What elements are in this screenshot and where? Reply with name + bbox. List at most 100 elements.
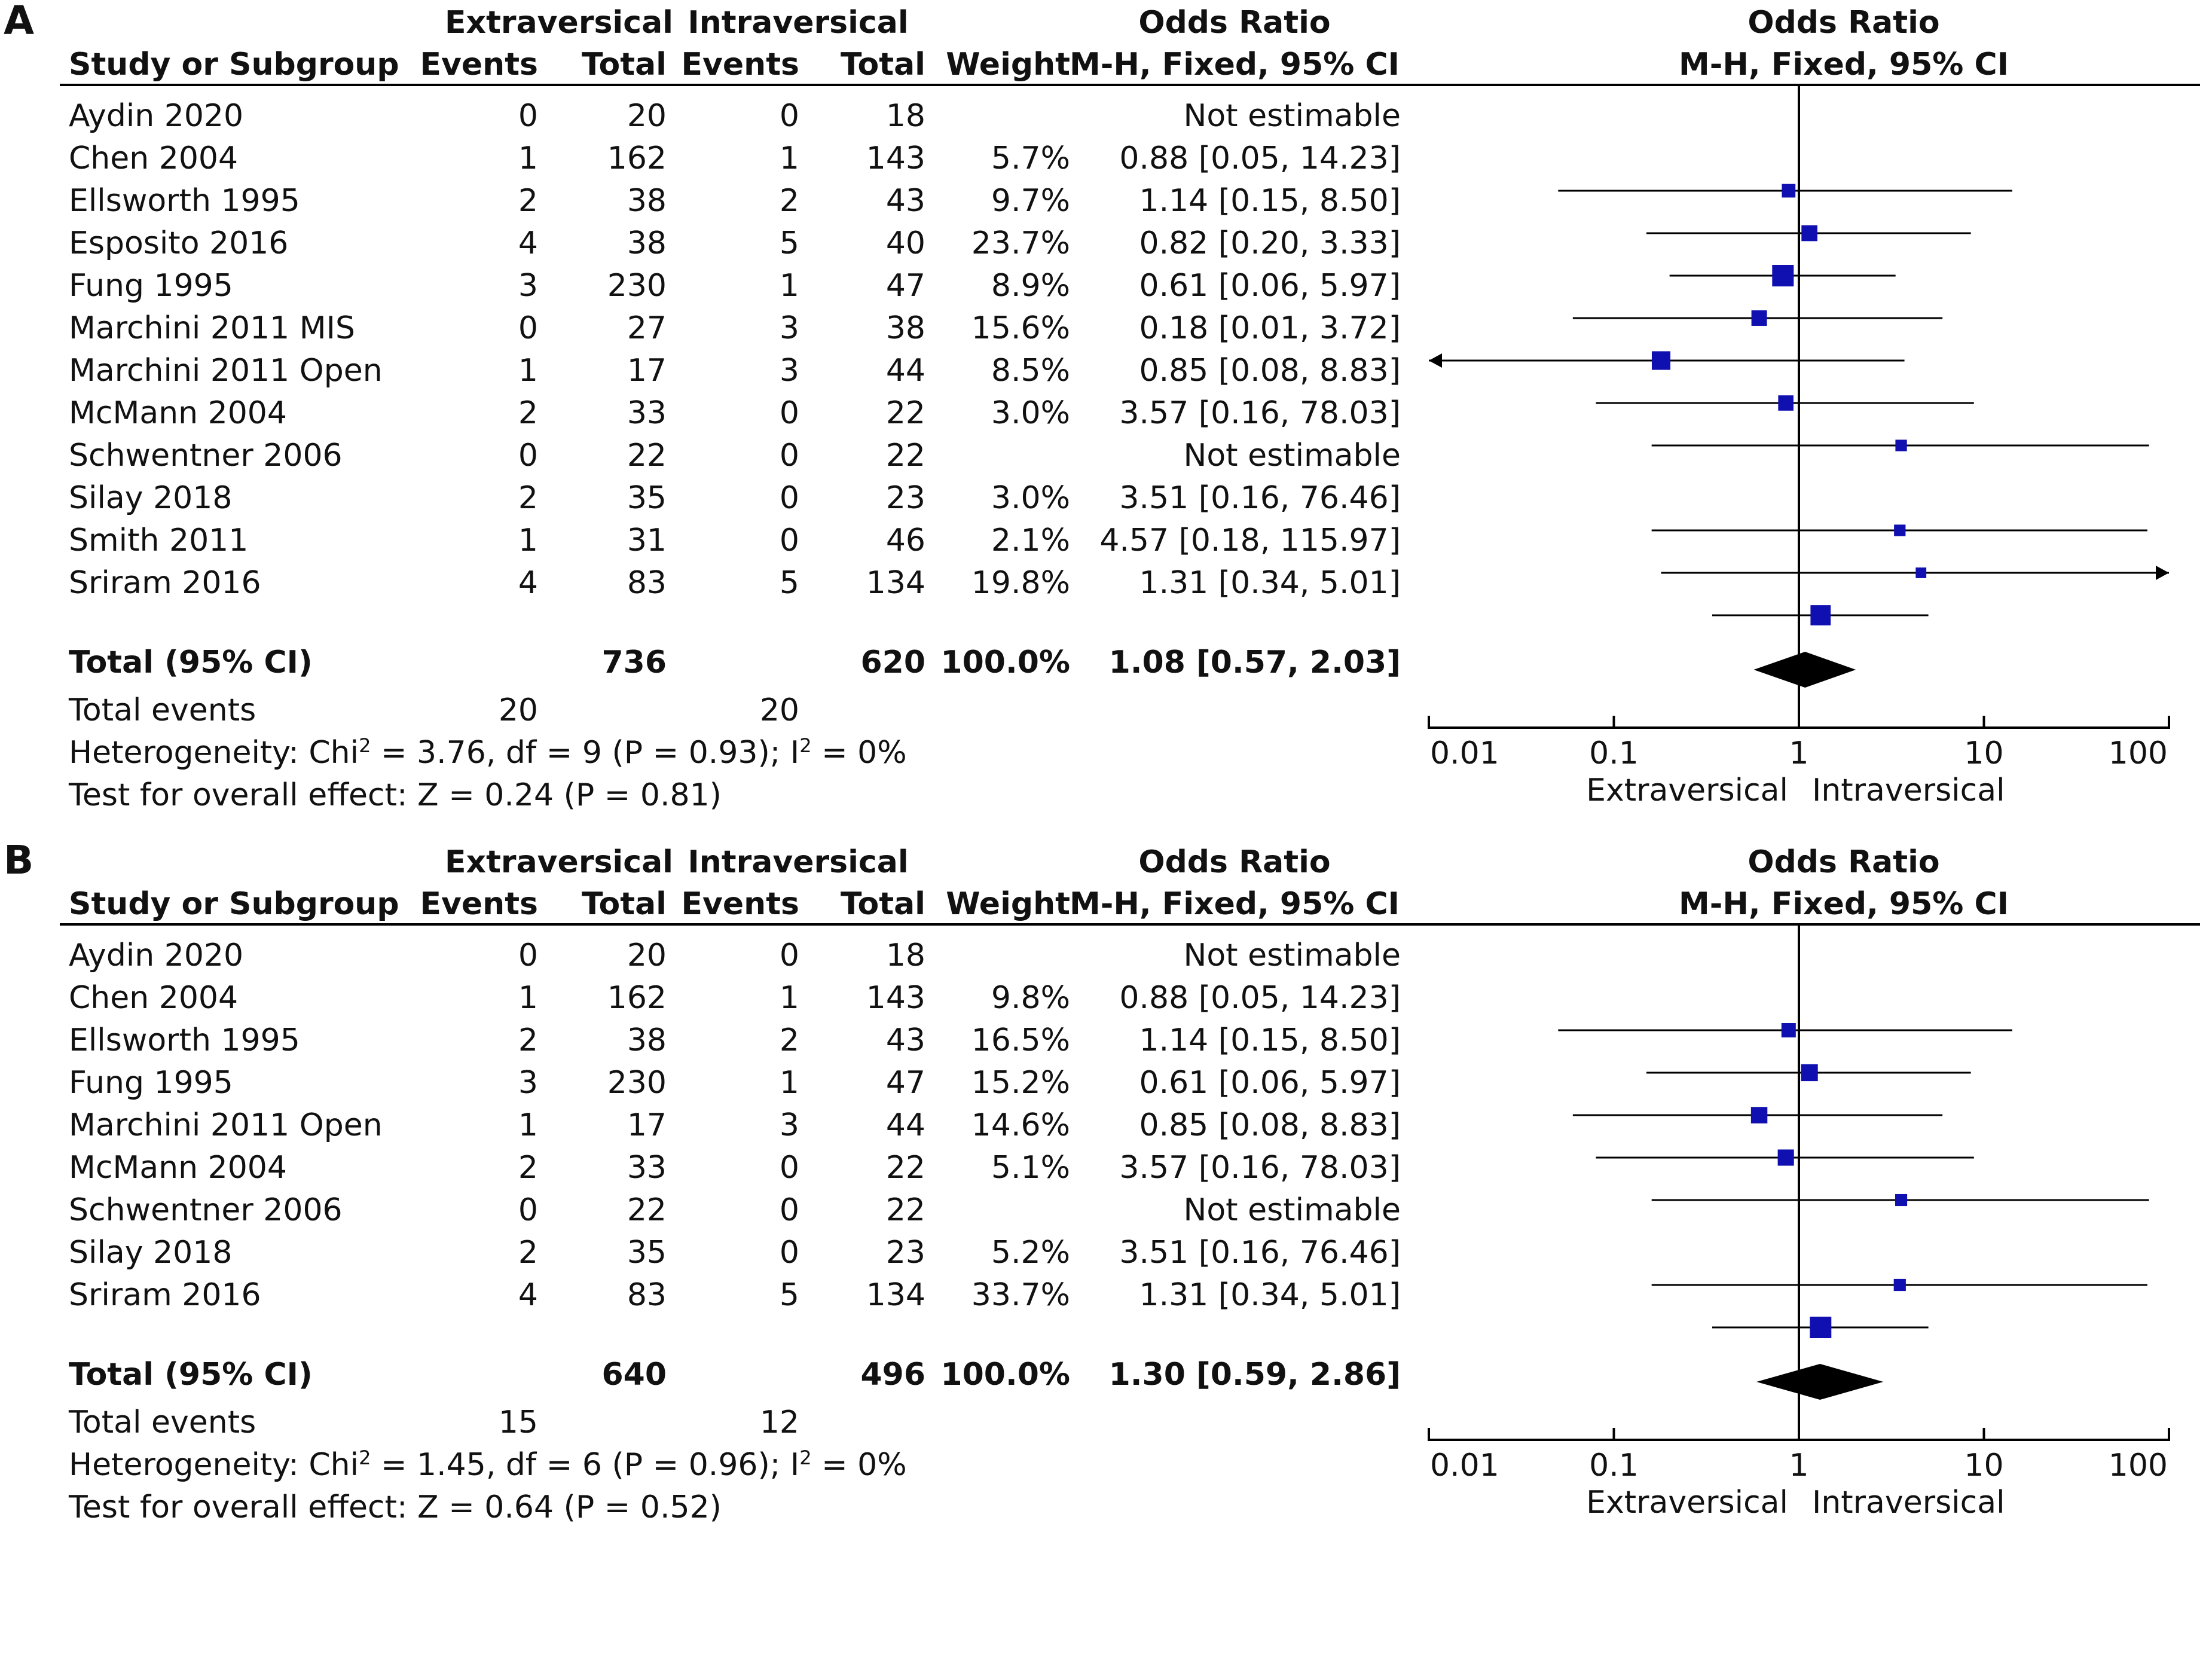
point-estimate-marker	[1893, 1278, 1906, 1292]
study-events2: 0	[779, 480, 799, 516]
study-events2: 3	[779, 1107, 799, 1143]
x-tick-label: 1	[1789, 1448, 1808, 1483]
study-name: Sriram 2016	[69, 1277, 261, 1313]
study-name: McMann 2004	[69, 1150, 287, 1186]
study-name: Marchini 2011 MIS	[69, 310, 355, 346]
study-events2: 0	[779, 938, 799, 973]
x-tick-label: 0.1	[1589, 1448, 1639, 1483]
study-events2: 2	[779, 1022, 799, 1058]
point-estimate-marker	[1777, 1149, 1794, 1166]
point-estimate-marker	[1895, 1193, 1908, 1207]
study-events1: 3	[518, 268, 538, 304]
study-name: Schwentner 2006	[69, 438, 343, 474]
study-weight: 5.7%	[991, 141, 1070, 176]
study-events2: 5	[779, 225, 799, 261]
total-events1: 20	[498, 692, 538, 728]
study-events1: 0	[518, 1192, 538, 1228]
study-or-ci: 3.57 [0.16, 78.03]	[1119, 1150, 1401, 1186]
study-name: Silay 2018	[69, 480, 233, 516]
study-events1: 1	[518, 353, 538, 389]
col-events2-header: Events	[681, 47, 799, 83]
study-total1: 22	[627, 1192, 667, 1228]
study-events2: 0	[779, 1150, 799, 1186]
study-events2: 1	[779, 980, 799, 1016]
study-total1: 17	[627, 1107, 667, 1143]
study-events2: 3	[779, 353, 799, 389]
group1-header: Extraversical	[445, 5, 673, 41]
x-tick-label: 1	[1789, 735, 1808, 771]
study-name: Chen 2004	[69, 141, 239, 176]
study-total2: 46	[885, 523, 925, 558]
total-events-label: Total events	[69, 692, 256, 728]
total-events1: 15	[498, 1405, 538, 1440]
study-name: Marchini 2011 Open	[69, 1107, 383, 1143]
study-total2: 18	[885, 98, 925, 134]
col-total2-header: Total	[840, 47, 925, 83]
header-divider	[60, 923, 2200, 926]
or-header-title: Odds Ratio	[1138, 5, 1331, 41]
point-estimate-marker	[1772, 265, 1794, 286]
plot-header-title: Odds Ratio	[1747, 5, 1940, 41]
study-events1: 0	[518, 938, 538, 973]
study-total2: 44	[885, 353, 925, 389]
study-events2: 0	[779, 523, 799, 558]
study-total2: 143	[866, 980, 925, 1016]
study-total2: 22	[885, 438, 925, 474]
study-total1: 83	[627, 1277, 667, 1313]
study-or-ci: 0.61 [0.06, 5.97]	[1139, 1065, 1401, 1101]
total-events2: 20	[759, 692, 799, 728]
heterogeneity-prefix: Heterogeneity: Chi	[69, 1447, 359, 1483]
point-estimate-marker	[1810, 1317, 1832, 1338]
study-weight: 9.7%	[991, 183, 1070, 219]
study-total1: 38	[627, 1022, 667, 1058]
study-name: Chen 2004	[69, 980, 239, 1016]
study-events2: 5	[779, 1277, 799, 1313]
col-events1-header: Events	[420, 47, 538, 83]
overall-effect-text: Test for overall effect: Z = 0.24 (P = 0…	[69, 777, 722, 813]
or-header-method: M-H, Fixed, 95% CI	[1069, 886, 1400, 922]
x-tick-label: 10	[1964, 735, 2003, 771]
study-total1: 230	[607, 1065, 667, 1101]
point-estimate-marker	[1750, 1107, 1768, 1124]
study-name: Fung 1995	[69, 1065, 233, 1101]
study-name: Esposito 2016	[69, 225, 289, 261]
study-events1: 2	[518, 480, 538, 516]
point-estimate-marker	[1651, 351, 1671, 370]
study-events1: 4	[518, 1277, 538, 1313]
study-or-ci: 3.51 [0.16, 76.46]	[1119, 1235, 1401, 1271]
study-total2: 44	[885, 1107, 925, 1143]
point-estimate-marker	[1810, 605, 1831, 625]
total-label: Total (95% CI)	[69, 1357, 313, 1393]
study-events1: 0	[518, 438, 538, 474]
study-total1: 83	[627, 565, 667, 601]
col-total1-header: Total	[581, 886, 667, 922]
study-weight: 15.6%	[971, 310, 1070, 346]
heterogeneity-i2: = 0%	[811, 735, 907, 771]
study-total2: 22	[885, 395, 925, 431]
heterogeneity-stats: = 3.76, df = 9 (P = 0.93); I	[371, 735, 800, 771]
total-events-label: Total events	[69, 1405, 256, 1440]
total-total2: 496	[860, 1357, 925, 1393]
total-weight: 100.0%	[940, 645, 1070, 680]
study-weight: 15.2%	[971, 1065, 1070, 1101]
x-tick-label: 100	[2109, 1448, 2168, 1483]
group2-header: Intraversical	[688, 5, 909, 41]
study-total1: 33	[627, 395, 667, 431]
study-total1: 22	[627, 438, 667, 474]
study-total2: 23	[885, 1235, 925, 1271]
ci-arrow-left	[1429, 353, 1442, 368]
study-weight: 3.0%	[991, 480, 1070, 516]
study-name: Sriram 2016	[69, 565, 261, 601]
favours-left-label: Extraversical	[1586, 773, 1788, 808]
study-total1: 162	[607, 980, 667, 1016]
study-total1: 31	[627, 523, 667, 558]
heterogeneity-i2: = 0%	[811, 1447, 907, 1483]
chi-superscript: 2	[359, 1446, 371, 1469]
study-or-ci: 1.14 [0.15, 8.50]	[1139, 183, 1401, 219]
study-name: Ellsworth 1995	[69, 183, 300, 219]
study-events1: 2	[518, 395, 538, 431]
study-events2: 1	[779, 141, 799, 176]
study-or-ci: 0.85 [0.08, 8.83]	[1139, 353, 1401, 389]
x-tick-label: 0.01	[1430, 1448, 1499, 1483]
pooled-estimate-diamond	[1753, 652, 1856, 688]
